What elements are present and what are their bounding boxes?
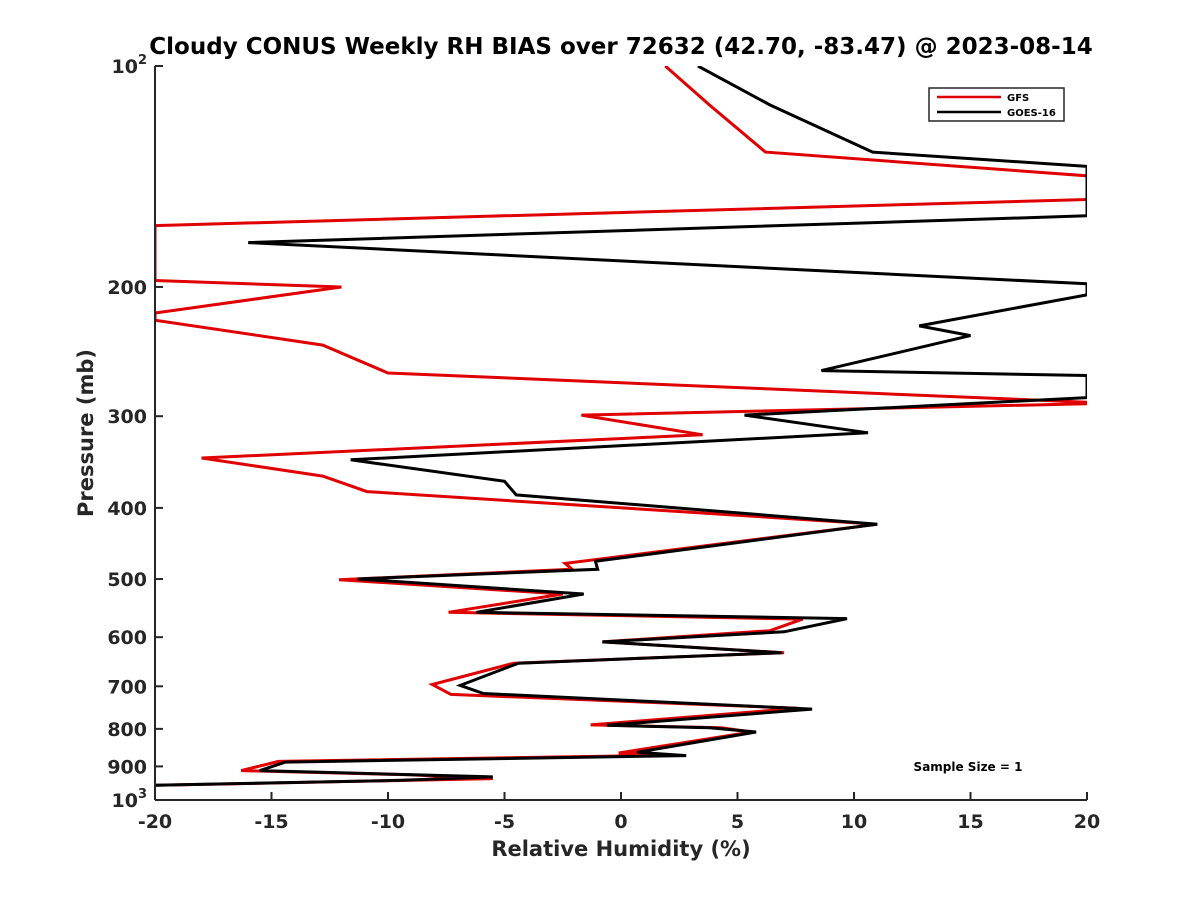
legend: GFS GOES-16 (928, 87, 1065, 122)
x-tick-label: 0 (614, 811, 627, 833)
y-tick-label: 400 (107, 498, 147, 520)
legend-entry-label: GFS (1007, 93, 1029, 104)
y-tick-label: 800 (107, 719, 147, 741)
series-layer (155, 66, 1087, 787)
sample-size-annotation: Sample Size = 1 (914, 760, 1023, 774)
x-tick-label: -10 (371, 811, 405, 833)
x-axis-label: Relative Humidity (%) (491, 837, 750, 861)
y-tick-label: 102 (112, 53, 148, 78)
legend-entry-label: GOES-16 (1007, 108, 1056, 119)
x-tick-label: 15 (957, 811, 983, 833)
y-tick-label: 700 (107, 676, 147, 698)
x-tick-label: -15 (254, 811, 288, 833)
ticks-layer: -20 -15 -10 -5 0 5 10 15 20 102 200 300 400 500 600 700… (107, 53, 1100, 833)
y-tick-label: 300 (107, 406, 147, 428)
legend-box (928, 87, 1065, 122)
x-tick-label: -5 (494, 811, 515, 833)
y-tick-label: 103 (112, 787, 148, 812)
x-tick-label: 10 (841, 811, 867, 833)
y-tick-label: 500 (107, 569, 147, 591)
y-tick-label: 600 (107, 627, 147, 649)
x-tick-label: 5 (731, 811, 744, 833)
y-tick-label: 900 (107, 756, 147, 778)
x-tick-label: 20 (1074, 811, 1100, 833)
y-axis-label: Pressure (mb) (74, 349, 98, 517)
axes-layer (154, 66, 1087, 801)
chart-title: Cloudy CONUS Weekly RH BIAS over 72632 (… (149, 34, 1092, 60)
series-line-gfs (155, 66, 1087, 787)
y-tick-label: 200 (107, 277, 147, 299)
series-line-goes-16 (155, 66, 1087, 787)
x-tick-label: -20 (138, 811, 172, 833)
